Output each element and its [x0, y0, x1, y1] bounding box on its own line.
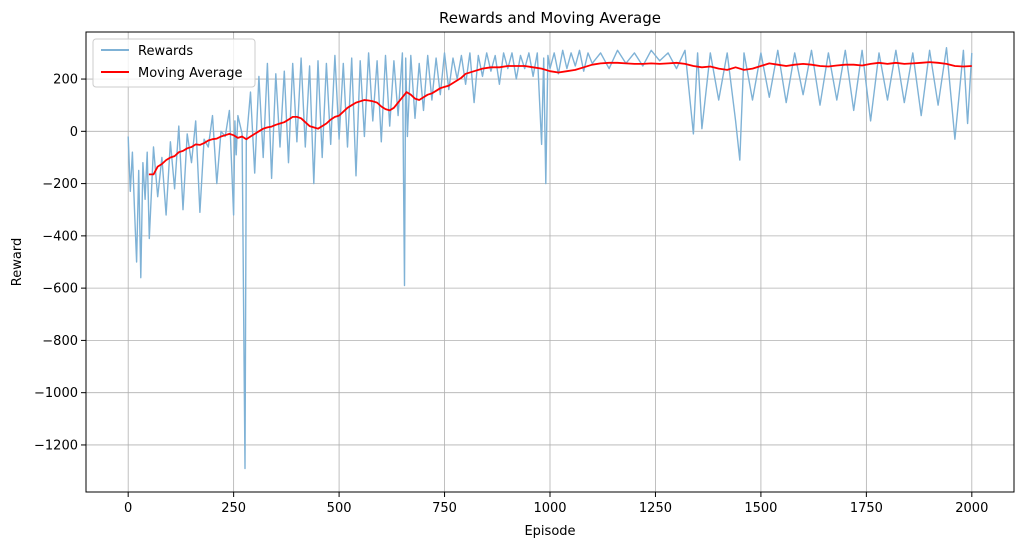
legend: Rewards Moving Average: [92, 38, 256, 88]
x-tick-label: 1500: [744, 501, 777, 516]
y-tick-label: −400: [42, 229, 78, 244]
y-axis-label: Reward: [10, 238, 25, 286]
legend-label-moving-average: Moving Average: [138, 66, 242, 81]
x-tick-label: 1000: [533, 501, 566, 516]
series-area: [127, 47, 973, 470]
x-tick-label: 0: [124, 501, 132, 516]
x-tick-label: 1750: [850, 501, 883, 516]
chart-title: Rewards and Moving Average: [439, 9, 661, 27]
x-tick-label: 250: [221, 501, 246, 516]
y-tick-label: −1200: [34, 438, 78, 453]
y-tick-label: −800: [42, 334, 78, 349]
legend-label-rewards: Rewards: [138, 44, 193, 59]
x-tick-label: 750: [432, 501, 457, 516]
x-tick-label: 500: [327, 501, 352, 516]
rewards-series-line: [127, 47, 973, 470]
legend-box: [92, 38, 256, 88]
x-tick-label: 1250: [639, 501, 672, 516]
y-tick-label: −1000: [34, 386, 78, 401]
moving-average-series-line: [148, 61, 972, 176]
x-tick-label: 2000: [955, 501, 988, 516]
y-tick-label: 0: [70, 125, 78, 140]
x-axis-ticks: 0 250 500 750 1000 1250 1500 1750 2000: [124, 492, 988, 516]
y-axis-ticks: 200 0 −200 −400 −600 −800 −1000 −1200: [34, 73, 86, 453]
y-tick-label: −600: [42, 282, 78, 297]
grid: [86, 32, 1014, 492]
y-tick-label: 200: [53, 73, 78, 88]
y-tick-label: −200: [42, 177, 78, 192]
x-axis-label: Episode: [524, 524, 575, 539]
